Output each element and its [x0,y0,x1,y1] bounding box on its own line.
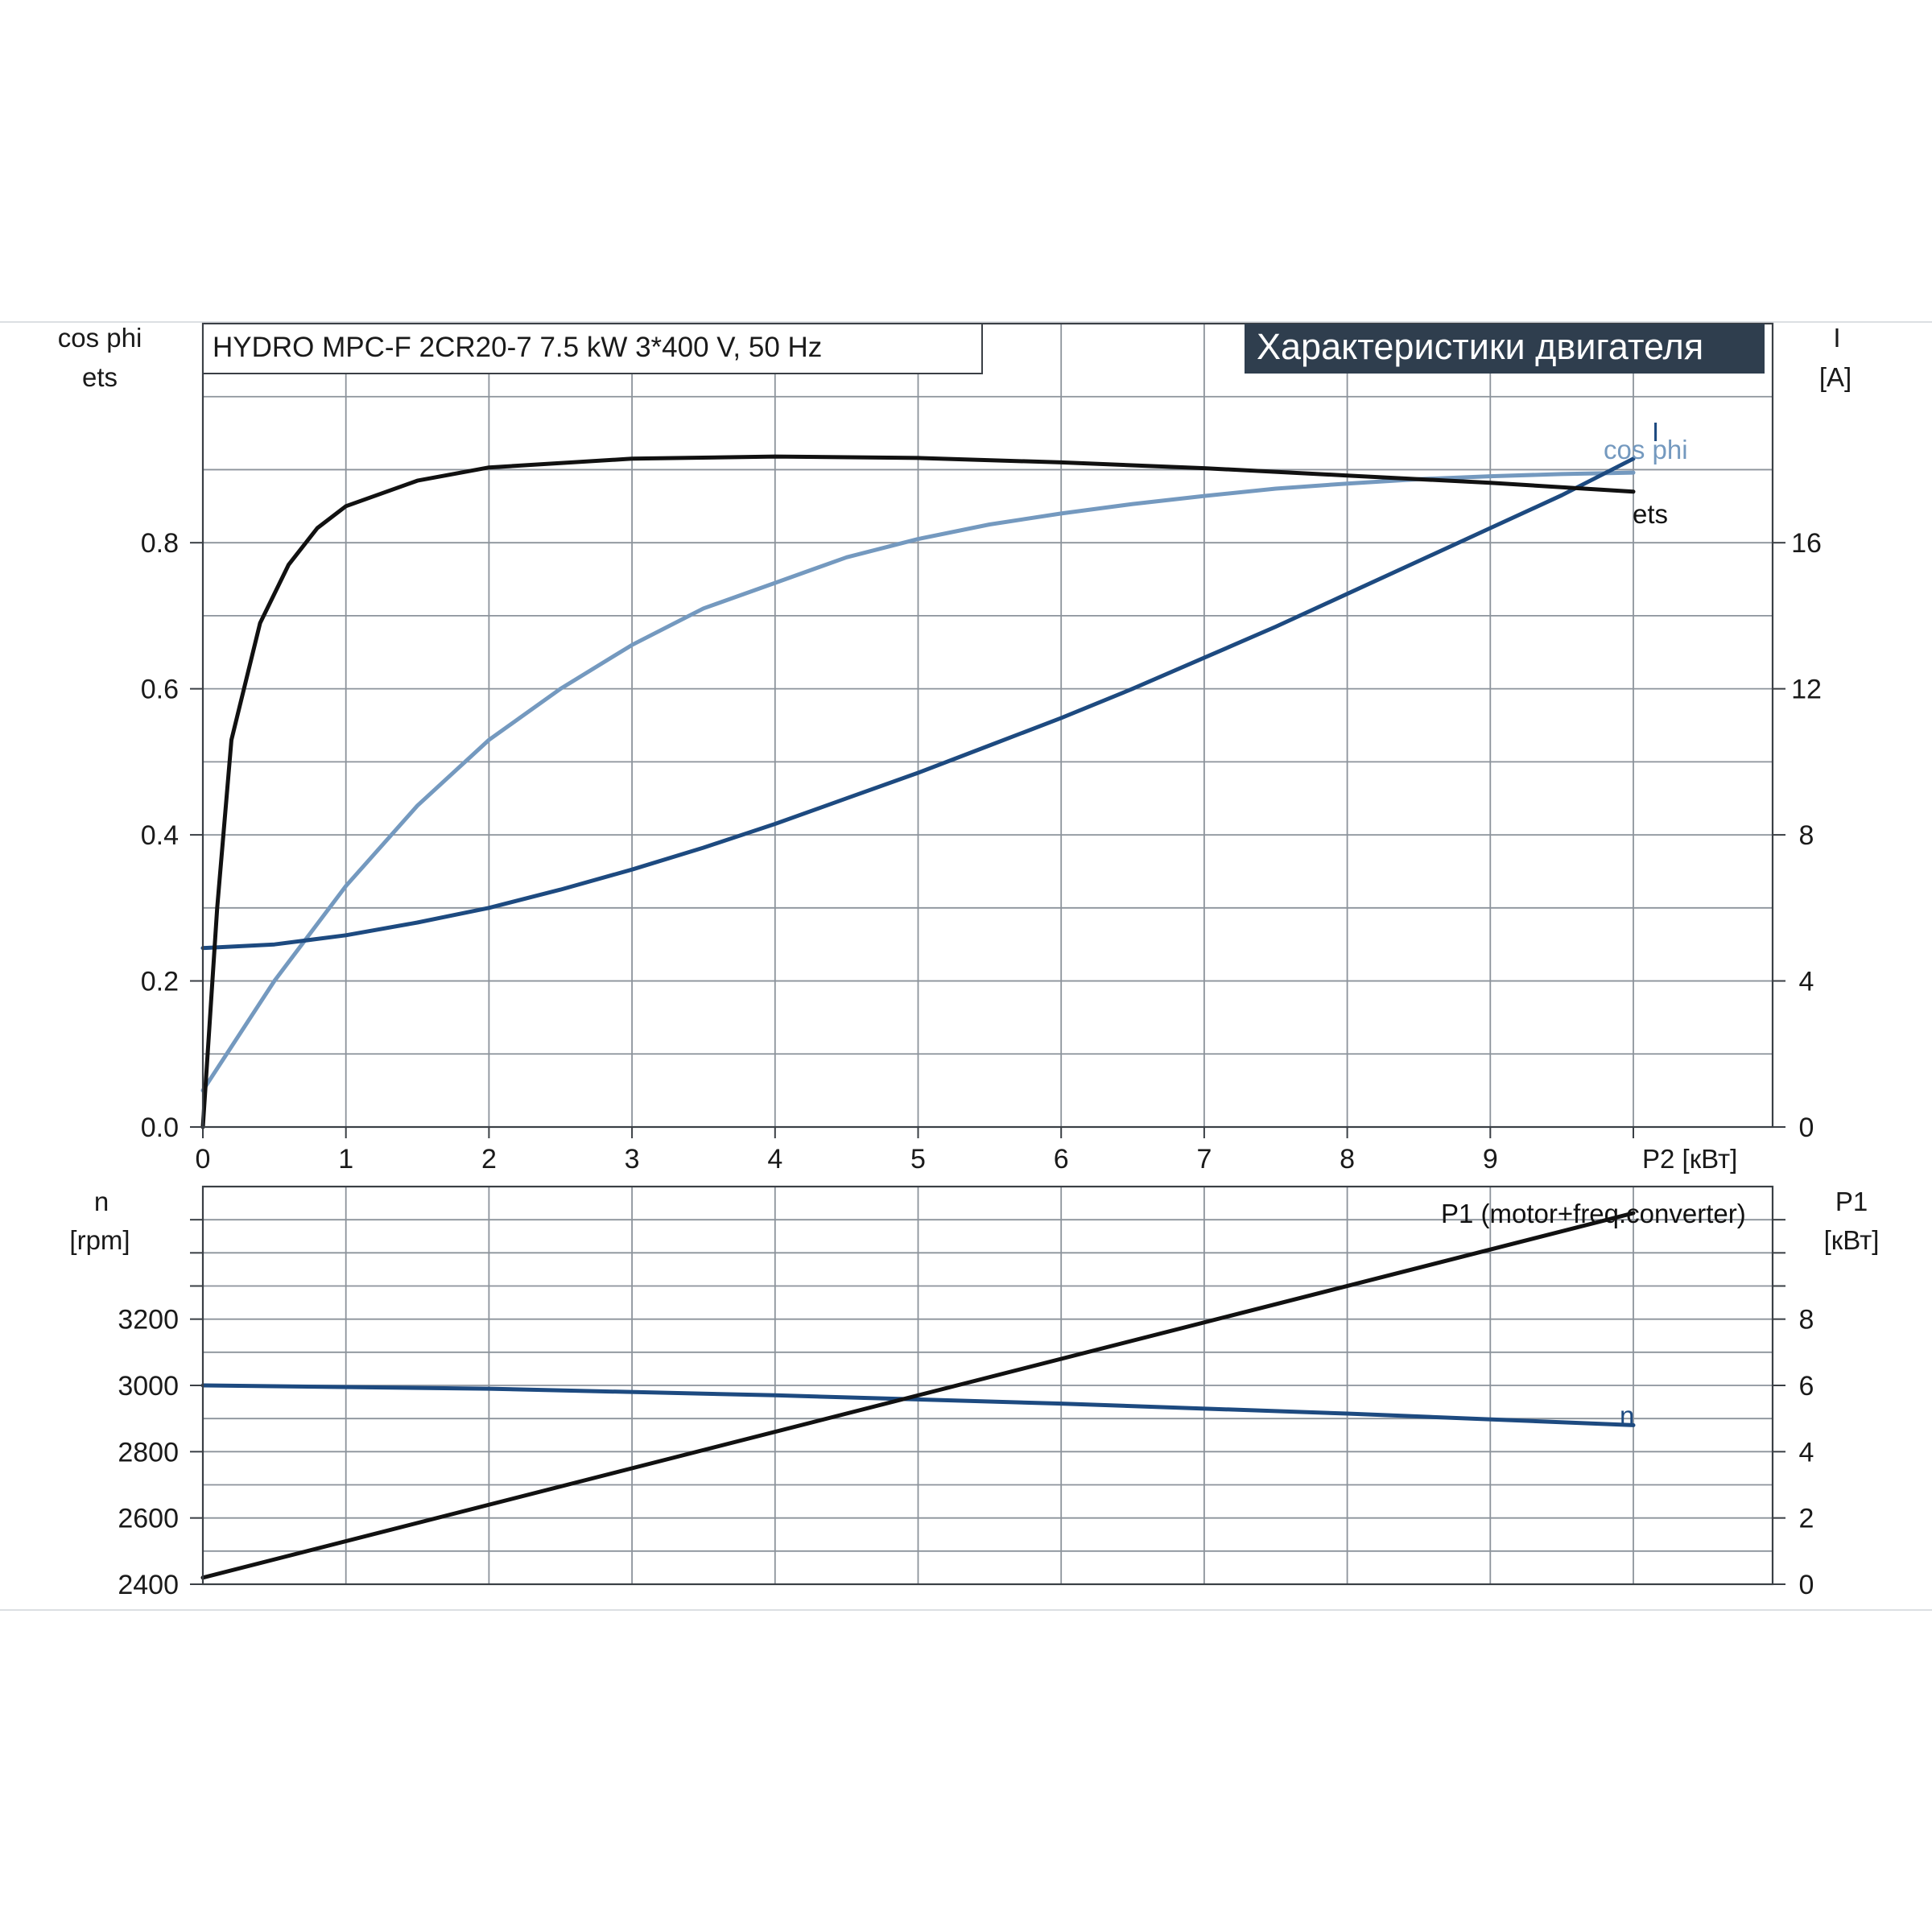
cosphi-curve [200,470,1636,1093]
x-tick-label: 2 [481,1144,497,1174]
right-axis-label-a: [A] [1819,362,1852,392]
x-tick-label: 1 [338,1144,353,1174]
x-axis-label: P2 [кВт] [1642,1144,1737,1174]
left-tick-label: 2600 [118,1504,179,1534]
x-tick-label: 3 [625,1144,640,1174]
right-tick-label: 0 [1799,1113,1814,1143]
ets-curve [200,454,1636,1129]
chart-title: Характеристики двигателя [1257,326,1703,367]
chart-title-badge [1245,324,1765,374]
product-title-box [202,323,983,374]
left-tick-label: 0.2 [141,967,179,997]
right-axis-label-i: I [1833,323,1840,353]
product-title: HYDRO MPC-F 2CR20-7 7.5 kW 3*400 V, 50 H… [213,332,822,363]
x-tick-label: 7 [1196,1144,1212,1174]
speed-curve [200,1383,1636,1427]
top-left-tick-labels: 0.0 0.2 0.4 0.6 0.8 [141,528,203,1143]
right-tick-label: 8 [1799,1305,1814,1335]
label-p1: P1 (motor+freq.converter) [1441,1199,1746,1228]
x-tick-label: 9 [1483,1144,1498,1174]
x-tick-label: 5 [910,1144,926,1174]
bottom-right-tick-labels: 0 2 4 6 8 [1773,1219,1814,1600]
x-tick-label: 6 [1054,1144,1069,1174]
bottom-left-tick-labels: 2400 2600 2800 3000 3200 [118,1219,203,1600]
bottom-grid [203,1187,1773,1584]
x-tick-label: 4 [767,1144,782,1174]
right-tick-label: 8 [1799,820,1814,851]
p1-curve [200,1211,1636,1580]
right-tick-label: 12 [1791,675,1822,705]
label-cosphi: cos phi [1604,435,1688,464]
left-tick-label: 0.4 [141,820,179,851]
left-axis-label-cosphi: cos phi [58,323,142,353]
left-axis-label-n: n [94,1187,109,1216]
left-tick-label: 3000 [118,1371,179,1402]
left-tick-label: 2800 [118,1437,179,1468]
x-tick-label: 8 [1340,1144,1355,1174]
right-axis-label-kw: [кВт] [1824,1225,1880,1255]
right-tick-label: 4 [1799,1437,1814,1468]
left-tick-label: 0.0 [141,1113,179,1143]
top-curves [200,454,1636,1129]
bottom-panel: 2400 2600 2800 3000 3200 0 2 4 6 8 n [rpm] P1 [к… [69,1185,1880,1600]
right-tick-label: 6 [1799,1371,1814,1402]
right-tick-label: 16 [1791,528,1822,559]
current-curve [200,456,1636,951]
right-tick-label: 4 [1799,967,1814,997]
right-axis-label-p1: P1 [1835,1187,1868,1216]
label-current: I [1652,417,1659,447]
bottom-curves [200,1211,1636,1580]
label-n: n [1620,1401,1634,1430]
x-tick-label: 0 [196,1144,211,1174]
label-ets: ets [1633,499,1668,529]
top-right-tick-labels: 0 4 8 12 16 [1773,528,1822,1143]
x-tick-labels: 0 1 2 3 4 5 6 7 8 9 [196,1127,1634,1174]
left-tick-label: 0.6 [141,675,179,705]
top-frame [201,322,1774,1129]
left-axis-label-ets: ets [82,362,118,392]
right-tick-label: 0 [1799,1570,1814,1600]
left-tick-label: 2400 [118,1570,179,1600]
left-axis-label-rpm: [rpm] [69,1225,130,1255]
right-tick-label: 2 [1799,1504,1814,1534]
left-tick-label: 0.8 [141,528,179,559]
left-tick-label: 3200 [118,1305,179,1335]
